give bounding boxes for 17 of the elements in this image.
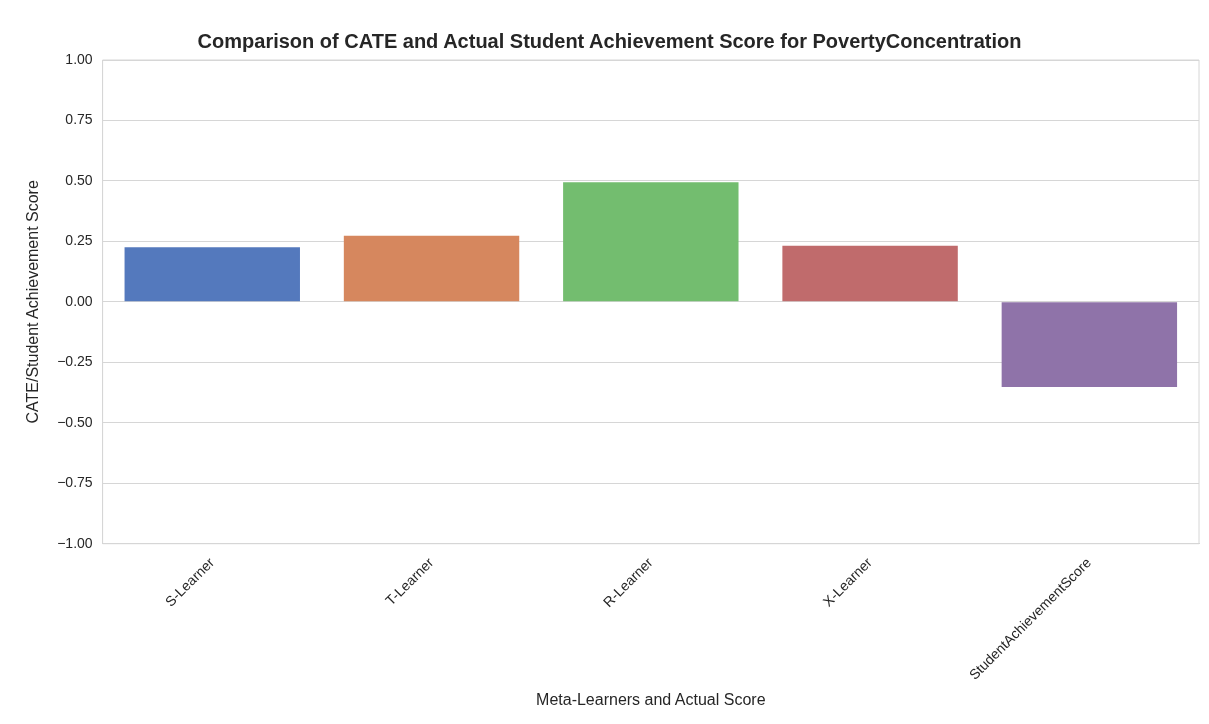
y-tick-label: 1.00 xyxy=(65,50,93,67)
y-axis-title: CATE/Student Achievement Score xyxy=(24,180,42,424)
y-tick-label: −1.00 xyxy=(57,534,93,551)
bar xyxy=(343,235,520,302)
y-tick-label: 0.75 xyxy=(65,111,93,128)
y-tick-label: −0.50 xyxy=(57,413,93,430)
bar xyxy=(1001,302,1178,387)
y-tick-label: −0.25 xyxy=(57,353,93,370)
x-axis-title: Meta-Learners and Actual Score xyxy=(536,690,766,708)
bar xyxy=(563,182,739,302)
y-tick-label: 0.00 xyxy=(65,292,93,309)
chart-title: Comparison of CATE and Actual Student Achievement Score for PovertyConcentration xyxy=(197,29,1022,52)
y-tick-label: 0.25 xyxy=(65,232,93,249)
bar xyxy=(124,247,300,302)
y-tick-label: 0.50 xyxy=(65,171,93,188)
bar xyxy=(782,245,958,302)
y-tick-label: −0.75 xyxy=(57,474,93,491)
